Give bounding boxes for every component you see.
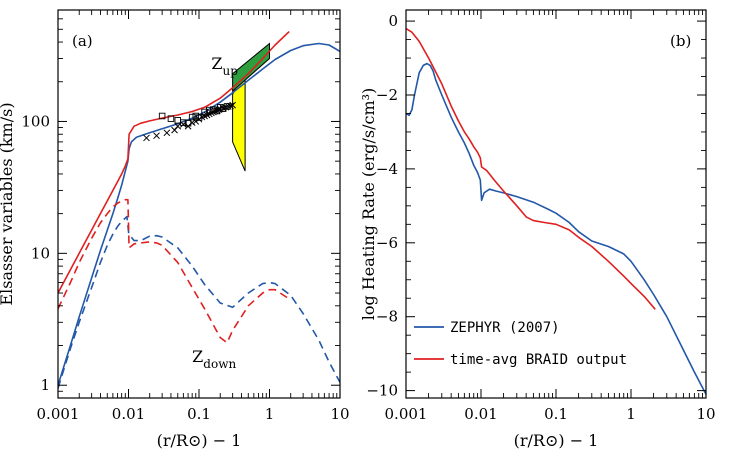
observation-cross (208, 109, 215, 117)
panel-a-tick-labels: 0.001 0.01 0.1 1 10 1 10 100 (21, 112, 349, 423)
zephyr-line (406, 62, 706, 395)
observation-cross (224, 103, 232, 110)
observation-cross (215, 106, 223, 113)
panel-a-observations (143, 101, 236, 142)
observation-cross (180, 121, 187, 128)
panel-b-x-axis-label: (r/R⊙) − 1 (514, 431, 599, 450)
panel-b-y-tick-label: −6 (376, 234, 398, 252)
panel-a-y-tick-label: 100 (21, 112, 50, 130)
observation-cross (153, 132, 160, 140)
panel-b-x-tick-label: 0.001 (385, 405, 428, 423)
panel-a-label: (a) (72, 32, 93, 50)
panel-a-lines (58, 31, 340, 389)
observation-cross (163, 129, 171, 137)
observation-cross (227, 102, 234, 110)
panel-b-y-tick-label: −4 (376, 160, 398, 178)
panel-b-frame (405, 9, 707, 399)
panel-a-y-tick-label: 1 (40, 376, 50, 394)
observation-square (158, 112, 166, 120)
observation-cross (210, 108, 217, 116)
panel-b-label: (b) (670, 32, 691, 50)
observation-cross (205, 110, 213, 118)
legend-label-zephyr: ZEPHYR (2007) (450, 320, 560, 336)
observation-cross (211, 107, 219, 115)
observation-cross (174, 122, 182, 130)
panel-a-y-axis-label: Elsasser variables (km/s) (0, 102, 16, 305)
panel-b-x-tick-label: 10 (696, 405, 715, 423)
zdown-annotation: Zdown (192, 347, 236, 371)
panel-b-x-tick-label: 1 (626, 405, 636, 423)
observation-cross (192, 118, 200, 125)
observation-square (188, 113, 196, 121)
panel-a-x-tick-label: 10 (330, 405, 349, 423)
observation-cross (143, 134, 150, 142)
panel-b-x-tick-label: 0.1 (544, 405, 568, 423)
panel-a-chart: 0.001 0.01 0.1 1 10 1 10 100 (a) Zup Zdown (r/R… (0, 9, 350, 450)
observation-square (180, 119, 187, 126)
observation-cross (203, 111, 211, 119)
zup-red-line (58, 31, 290, 294)
panel-b-y-tick-label: −10 (366, 382, 398, 400)
panel-a-x-tick-label: 0.001 (37, 405, 80, 423)
panel-a-ticks (57, 9, 341, 398)
panel-b-lines (406, 27, 706, 395)
panel-b-y-axis-label: log Heating Rate (erg/s/cm³) (359, 88, 378, 321)
observation-cross (195, 115, 203, 123)
panel-a-x-tick-label: 1 (265, 405, 275, 423)
observation-cross (229, 101, 236, 109)
zdown-blue-line (58, 215, 340, 389)
braid-line (406, 27, 656, 310)
panel-b-x-tick-label: 0.01 (464, 405, 497, 423)
panel-a-x-tick-label: 0.1 (187, 405, 211, 423)
legend-label-braid: time-avg BRAID output (450, 352, 627, 368)
panel-a-x-tick-label: 0.01 (112, 405, 145, 423)
observation-square (167, 115, 175, 122)
zdown-red-line (58, 198, 288, 344)
panel-b-y-tick-label: −2 (376, 86, 398, 104)
panel-b-y-tick-label: −8 (376, 308, 398, 326)
panel-a-regions (232, 42, 270, 172)
zup-annotation: Zup (211, 54, 238, 78)
panel-a-x-axis-label: (r/R⊙) − 1 (157, 431, 242, 450)
legend: ZEPHYR (2007) time-avg BRAID output (414, 320, 627, 368)
observation-cross (188, 119, 196, 126)
panel-a-y-tick-label: 10 (31, 244, 50, 262)
panel-a-frame (57, 9, 341, 399)
panel-b-tick-labels: 0.001 0.01 0.1 1 10 0 −2 −4 −6 −8 −10 (366, 12, 715, 423)
panel-b-y-tick-label: 0 (388, 12, 398, 30)
zup-blue-line (58, 42, 340, 386)
panel-b-ticks (405, 10, 707, 398)
panel-b-chart: 0.001 0.01 0.1 1 10 0 −2 −4 −6 −8 −10 (b) ZEPHYR (… (359, 9, 716, 450)
